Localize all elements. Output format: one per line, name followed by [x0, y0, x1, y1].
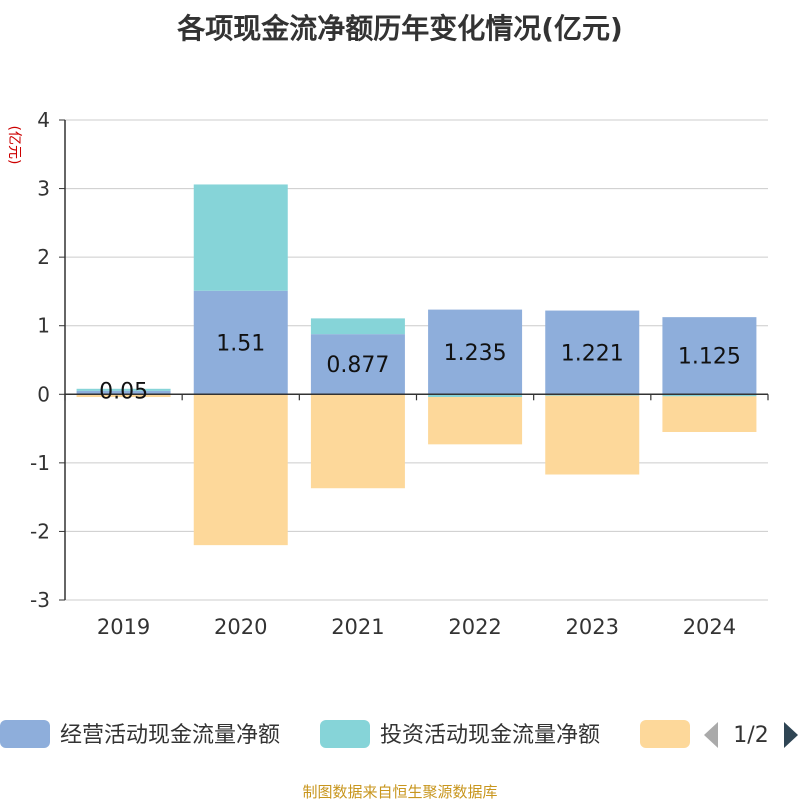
bar: [545, 310, 640, 395]
bar-value-label: 1.235: [444, 341, 507, 366]
bar: [545, 395, 640, 475]
y-tick-label: -2: [30, 519, 50, 543]
bar-value-label: 0.877: [326, 353, 389, 378]
bar-value-label: 1.51: [216, 332, 265, 357]
legend-swatch: [0, 720, 50, 748]
y-tick-label: -1: [30, 451, 50, 475]
legend-label: 经营活动现金流量净额: [60, 723, 280, 748]
bar: [428, 309, 523, 395]
bar: [662, 317, 757, 395]
grid-lines: [65, 119, 768, 601]
y-tick-label: 4: [37, 108, 50, 132]
x-tick-label: 2022: [448, 615, 501, 639]
legend-label: 投资活动现金流量净额: [380, 723, 600, 748]
x-tick-label: 2020: [214, 615, 267, 639]
bar: [193, 290, 288, 395]
bar-value-label: 0.05: [99, 379, 148, 404]
bar: [310, 334, 405, 395]
bar: [76, 388, 171, 391]
x-tick-label: 2024: [683, 615, 736, 639]
chart-title: 各项现金流净额历年变化情况(亿元): [176, 12, 623, 45]
x-tick-label: 2019: [97, 615, 150, 639]
bar: [428, 397, 523, 445]
bar-value-label: 1.125: [678, 345, 741, 370]
data-labels: 0.05 1.51 0.877 1.235 1.221 1.125: [99, 332, 741, 405]
bars: [76, 184, 757, 546]
y-tick-label: 3: [37, 177, 50, 201]
bar: [662, 396, 757, 432]
x-tick-label: 2023: [566, 615, 619, 639]
y-tick-label: -3: [30, 588, 50, 612]
axes: -3 -2 -1 0 1 2 3 4 2019 2020 2021 2022 2023 2024: [30, 108, 769, 639]
source-note: 制图数据来自恒生聚源数据库: [302, 783, 497, 800]
bar: [193, 184, 288, 291]
bar: [76, 390, 171, 395]
y-axis-label: (亿元): [6, 126, 22, 165]
bar: [76, 394, 171, 398]
bar-value-label: 1.221: [561, 341, 624, 366]
legend: 经营活动现金流量净额 投资活动现金流量净额 1/2: [0, 720, 798, 748]
bar: [428, 394, 523, 398]
bar: [310, 394, 405, 489]
x-tick-label: 2021: [331, 615, 384, 639]
legend-page-indicator: 1/2: [733, 723, 768, 748]
next-page-icon[interactable]: [784, 722, 798, 748]
y-tick-label: 2: [37, 245, 50, 269]
y-tick-label: 0: [37, 382, 50, 406]
bar: [193, 394, 288, 546]
bar: [662, 394, 757, 397]
legend-swatch: [320, 720, 370, 748]
prev-page-icon[interactable]: [704, 722, 718, 748]
bar: [310, 318, 405, 335]
legend-swatch: [640, 720, 690, 748]
y-tick-label: 1: [37, 314, 50, 338]
